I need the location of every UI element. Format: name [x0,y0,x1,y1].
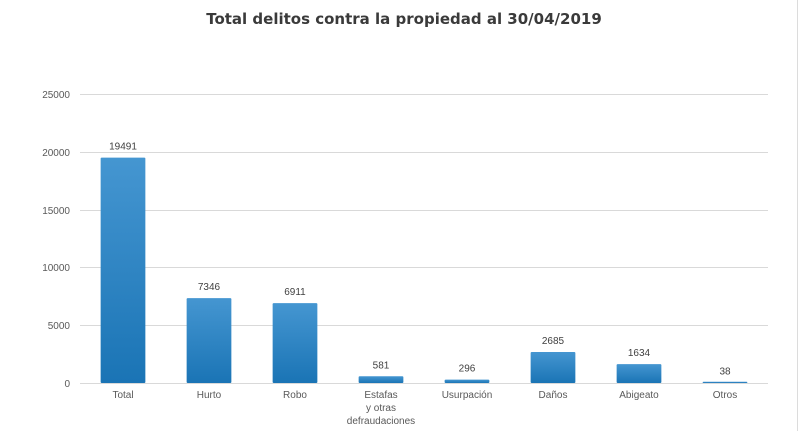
x-tick-label-line: Robo [283,390,307,401]
x-tick-label-line: Estafas [364,390,397,401]
bar [444,379,490,383]
x-tick-label-line: Usurpación [442,390,493,401]
y-tick-label: 20000 [42,148,70,159]
bar [702,381,748,383]
chart-frame-border [797,0,798,431]
bar [530,351,576,383]
data-label: 6911 [284,287,306,298]
data-label: 296 [459,364,476,375]
bar [616,364,662,383]
x-tick-label-line: y otras [366,403,396,414]
y-tick-label: 0 [64,379,70,390]
data-label: 7346 [198,282,221,293]
bars [100,157,748,383]
y-tick-label: 25000 [42,90,70,101]
data-label: 2685 [542,336,565,347]
x-tick-label: Hurto [197,390,222,401]
x-tick-label-line: Otros [713,390,737,401]
data-label: 1634 [628,348,651,359]
x-tick-label: Usurpación [442,390,493,401]
x-tick-label-line: Total [112,390,133,401]
y-tick-label: 10000 [42,263,70,274]
gridlines [80,94,768,384]
chart-title: Total delitos contra la propiedad al 30/… [206,10,602,28]
x-tick-label-line: Daños [539,390,568,401]
y-tick-label: 5000 [48,321,71,332]
x-tick-label: Daños [539,390,568,401]
x-tick-label: Total [112,390,133,401]
x-tick-label: Estafas y otras defraudaciones [347,390,415,427]
data-labels: 19491 7346 6911 581 296 2685 1634 38 [109,142,731,378]
x-tick-label-line: Abigeato [619,390,659,401]
y-tick-label: 15000 [42,206,70,217]
bar [272,303,318,383]
x-tick-label: Abigeato [619,390,659,401]
x-tick-label-line: defraudaciones [347,416,415,427]
x-tick-label: Otros [713,390,737,401]
x-tick-label: Robo [283,390,307,401]
bar [358,376,404,383]
bar [186,298,232,383]
x-axis: Total Hurto Robo Estafas y otras defraudacion… [112,390,737,427]
data-label: 581 [373,360,390,371]
bar [100,157,146,383]
data-label: 38 [719,367,731,378]
x-tick-label-line: Hurto [197,390,222,401]
y-axis: 0 5000 10000 15000 20000 25000 [42,90,70,390]
data-label: 19491 [109,142,137,153]
